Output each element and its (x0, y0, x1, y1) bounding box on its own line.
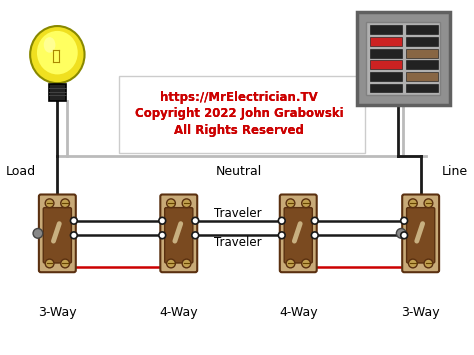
Circle shape (424, 199, 433, 208)
Bar (406, 49, 438, 58)
Circle shape (301, 199, 310, 208)
Text: Traveler: Traveler (214, 207, 262, 220)
FancyBboxPatch shape (160, 195, 197, 272)
Ellipse shape (37, 31, 78, 75)
Circle shape (45, 259, 54, 268)
Circle shape (182, 259, 191, 268)
Text: 4-Way: 4-Way (159, 306, 198, 319)
Text: 3-Way: 3-Way (38, 306, 77, 319)
Circle shape (159, 217, 165, 224)
Circle shape (45, 199, 54, 208)
Circle shape (71, 217, 77, 224)
FancyBboxPatch shape (118, 76, 365, 153)
Bar (370, 26, 402, 34)
FancyBboxPatch shape (164, 208, 193, 263)
Circle shape (61, 199, 70, 208)
Text: https://MrElectrician.TV: https://MrElectrician.TV (160, 91, 318, 104)
FancyBboxPatch shape (43, 208, 72, 263)
FancyBboxPatch shape (356, 12, 450, 105)
Text: Copyright 2022 John Grabowski: Copyright 2022 John Grabowski (135, 107, 343, 120)
Bar (370, 49, 402, 58)
Circle shape (409, 199, 417, 208)
Ellipse shape (44, 37, 55, 53)
Bar (370, 72, 402, 81)
Circle shape (278, 232, 285, 239)
Circle shape (182, 199, 191, 208)
Circle shape (192, 232, 199, 239)
Text: Line: Line (442, 165, 468, 178)
Text: Neutral: Neutral (216, 165, 262, 178)
FancyBboxPatch shape (402, 195, 439, 272)
Bar (406, 84, 438, 93)
Circle shape (311, 217, 318, 224)
Circle shape (286, 199, 295, 208)
Circle shape (409, 259, 417, 268)
Circle shape (396, 229, 406, 238)
Circle shape (167, 199, 175, 208)
Circle shape (311, 232, 318, 239)
FancyBboxPatch shape (284, 208, 312, 263)
FancyBboxPatch shape (407, 208, 435, 263)
Bar (406, 26, 438, 34)
Circle shape (33, 229, 43, 238)
Text: Traveler: Traveler (214, 236, 262, 249)
Circle shape (286, 259, 295, 268)
FancyBboxPatch shape (39, 195, 76, 272)
Text: Load: Load (6, 165, 36, 178)
Circle shape (401, 232, 408, 239)
Bar (406, 60, 438, 69)
FancyBboxPatch shape (49, 84, 66, 101)
Circle shape (71, 232, 77, 239)
Circle shape (424, 259, 433, 268)
Text: Copyright 2022 John Grabowski: Copyright 2022 John Grabowski (135, 107, 343, 120)
Text: All Rights Reserved: All Rights Reserved (174, 124, 304, 137)
Circle shape (61, 259, 70, 268)
Circle shape (167, 259, 175, 268)
Bar (406, 37, 438, 46)
FancyBboxPatch shape (366, 22, 440, 95)
Ellipse shape (30, 26, 84, 83)
Text: 3-Way: 3-Way (401, 306, 440, 319)
Circle shape (401, 217, 408, 224)
FancyBboxPatch shape (280, 195, 317, 272)
Bar (370, 84, 402, 93)
Text: All Rights Reserved: All Rights Reserved (174, 124, 304, 137)
Bar (370, 37, 402, 46)
Circle shape (301, 259, 310, 268)
Text: 4-Way: 4-Way (279, 306, 318, 319)
Circle shape (159, 232, 165, 239)
Circle shape (192, 217, 199, 224)
Text: https://MrElectrician.TV: https://MrElectrician.TV (160, 91, 318, 104)
Bar (370, 60, 402, 69)
Bar (406, 72, 438, 81)
Circle shape (278, 217, 285, 224)
